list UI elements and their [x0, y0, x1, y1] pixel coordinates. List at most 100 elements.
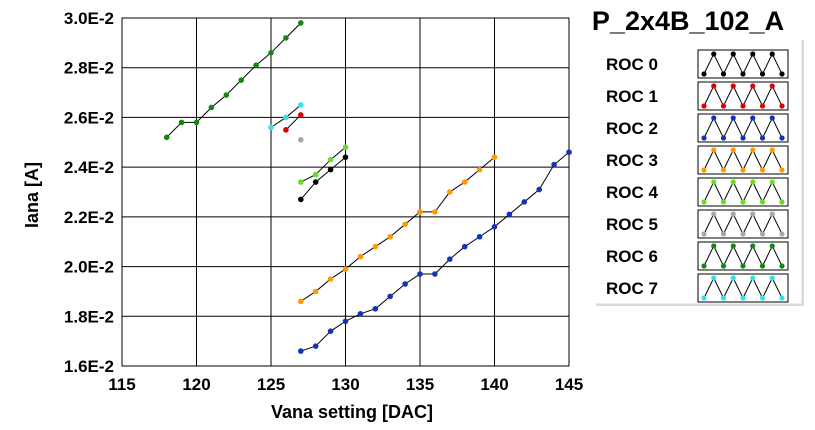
- y-tick-label: 3.0E-2: [64, 9, 114, 28]
- legend-sample-marker: [730, 243, 736, 249]
- data-point: [253, 62, 259, 69]
- legend-sample-marker: [779, 231, 785, 237]
- legend-sample-marker: [750, 211, 756, 217]
- legend-sample-marker: [701, 231, 707, 237]
- data-point: [402, 281, 408, 287]
- legend-sample-marker: [779, 103, 785, 109]
- data-point: [208, 104, 215, 111]
- legend-sample-marker: [730, 51, 736, 57]
- legend-label: ROC 4: [606, 183, 659, 202]
- x-axis-title: Vana setting [DAC]: [271, 402, 433, 422]
- data-point: [447, 256, 453, 262]
- legend-sample-marker: [779, 167, 785, 173]
- data-point: [298, 298, 304, 305]
- data-point: [551, 161, 557, 168]
- data-point: [268, 50, 274, 56]
- data-point: [402, 221, 408, 228]
- data-point: [491, 224, 498, 230]
- legend-sample-marker: [740, 295, 746, 301]
- legend-sample-marker: [730, 83, 736, 89]
- legend-sample-marker: [730, 179, 736, 185]
- legend-sample-marker: [701, 103, 707, 109]
- series-roc-7: [268, 102, 304, 131]
- data-point: [178, 119, 185, 126]
- legend-item: ROC 0: [606, 49, 789, 79]
- legend-sample-marker: [720, 103, 727, 109]
- legend-sample-marker: [711, 115, 717, 121]
- legend-sample-marker: [769, 275, 775, 281]
- legend-sample-marker: [759, 71, 766, 77]
- data-point: [461, 179, 468, 185]
- x-tick-label: 130: [331, 375, 359, 394]
- data-point: [461, 243, 468, 250]
- data-point: [327, 328, 334, 335]
- legend-sample-marker: [720, 71, 727, 77]
- data-point: [298, 102, 304, 108]
- legend-sample-marker: [759, 135, 766, 141]
- legend-sample-marker: [720, 295, 727, 301]
- legend-sample-marker: [769, 179, 775, 185]
- legend-sample-marker: [730, 211, 736, 217]
- legend-sample-marker: [711, 243, 717, 249]
- data-point: [342, 144, 349, 151]
- legend-item: ROC 7: [606, 273, 789, 303]
- y-tick-label: 2.4E-2: [64, 158, 114, 177]
- legend-sample-marker: [750, 179, 756, 185]
- data-point: [283, 127, 289, 133]
- data-point: [163, 134, 170, 141]
- series-roc-0: [298, 154, 349, 203]
- legend-sample-marker: [759, 263, 766, 269]
- ticks: 115 120 125 130 135 140 145 1.6E-2 1.8E-2 2.0E-2 2…: [64, 9, 583, 394]
- data-point: [298, 137, 304, 143]
- series-line: [166, 22, 302, 138]
- data-point: [432, 271, 438, 277]
- legend-sample-marker: [740, 71, 746, 77]
- legend-sample-marker: [711, 51, 717, 57]
- y-tick-label: 2.2E-2: [64, 208, 114, 227]
- data-point: [298, 179, 304, 185]
- data-point: [357, 311, 364, 317]
- legend-sample-marker: [730, 115, 736, 121]
- legend-item: ROC 5: [606, 209, 789, 239]
- data-point: [432, 209, 438, 215]
- data-point: [491, 154, 498, 160]
- legend-sample-marker: [769, 147, 775, 153]
- series-roc-2: [298, 149, 572, 354]
- legend-label: ROC 3: [606, 151, 658, 170]
- data-point: [372, 243, 379, 250]
- legend-sample-marker: [750, 83, 756, 89]
- legend-sample-marker: [779, 199, 785, 205]
- data-point: [223, 92, 230, 98]
- legend-sample-marker: [701, 263, 707, 269]
- data-point: [327, 166, 334, 173]
- legend-item: ROC 4: [606, 177, 789, 207]
- data-point: [372, 306, 379, 312]
- data-point: [342, 318, 349, 325]
- data-point: [342, 266, 349, 272]
- data-point: [447, 189, 453, 195]
- series-layer: [163, 20, 572, 354]
- legend-sample-marker: [711, 147, 717, 153]
- legend-label: ROC 6: [606, 247, 658, 266]
- x-tick-label: 120: [182, 375, 210, 394]
- data-point: [327, 276, 334, 282]
- legend-sample-marker: [750, 243, 756, 249]
- legend-sample-marker: [779, 135, 785, 141]
- legend-sample-marker: [769, 115, 775, 121]
- legend-sample-marker: [701, 167, 707, 173]
- legend-sample-marker: [701, 71, 707, 77]
- data-point: [417, 209, 423, 215]
- legend-sample-marker: [769, 243, 775, 249]
- legend-sample-marker: [759, 103, 766, 109]
- data-point: [238, 77, 244, 83]
- data-point: [476, 233, 483, 240]
- data-point: [298, 348, 304, 354]
- legend-label: ROC 0: [606, 55, 658, 74]
- data-point: [387, 293, 394, 300]
- data-point: [387, 233, 394, 240]
- legend-sample-marker: [730, 147, 736, 153]
- data-point: [536, 186, 542, 193]
- data-point: [312, 288, 319, 295]
- legend-sample-marker: [759, 231, 766, 237]
- data-point: [357, 253, 364, 260]
